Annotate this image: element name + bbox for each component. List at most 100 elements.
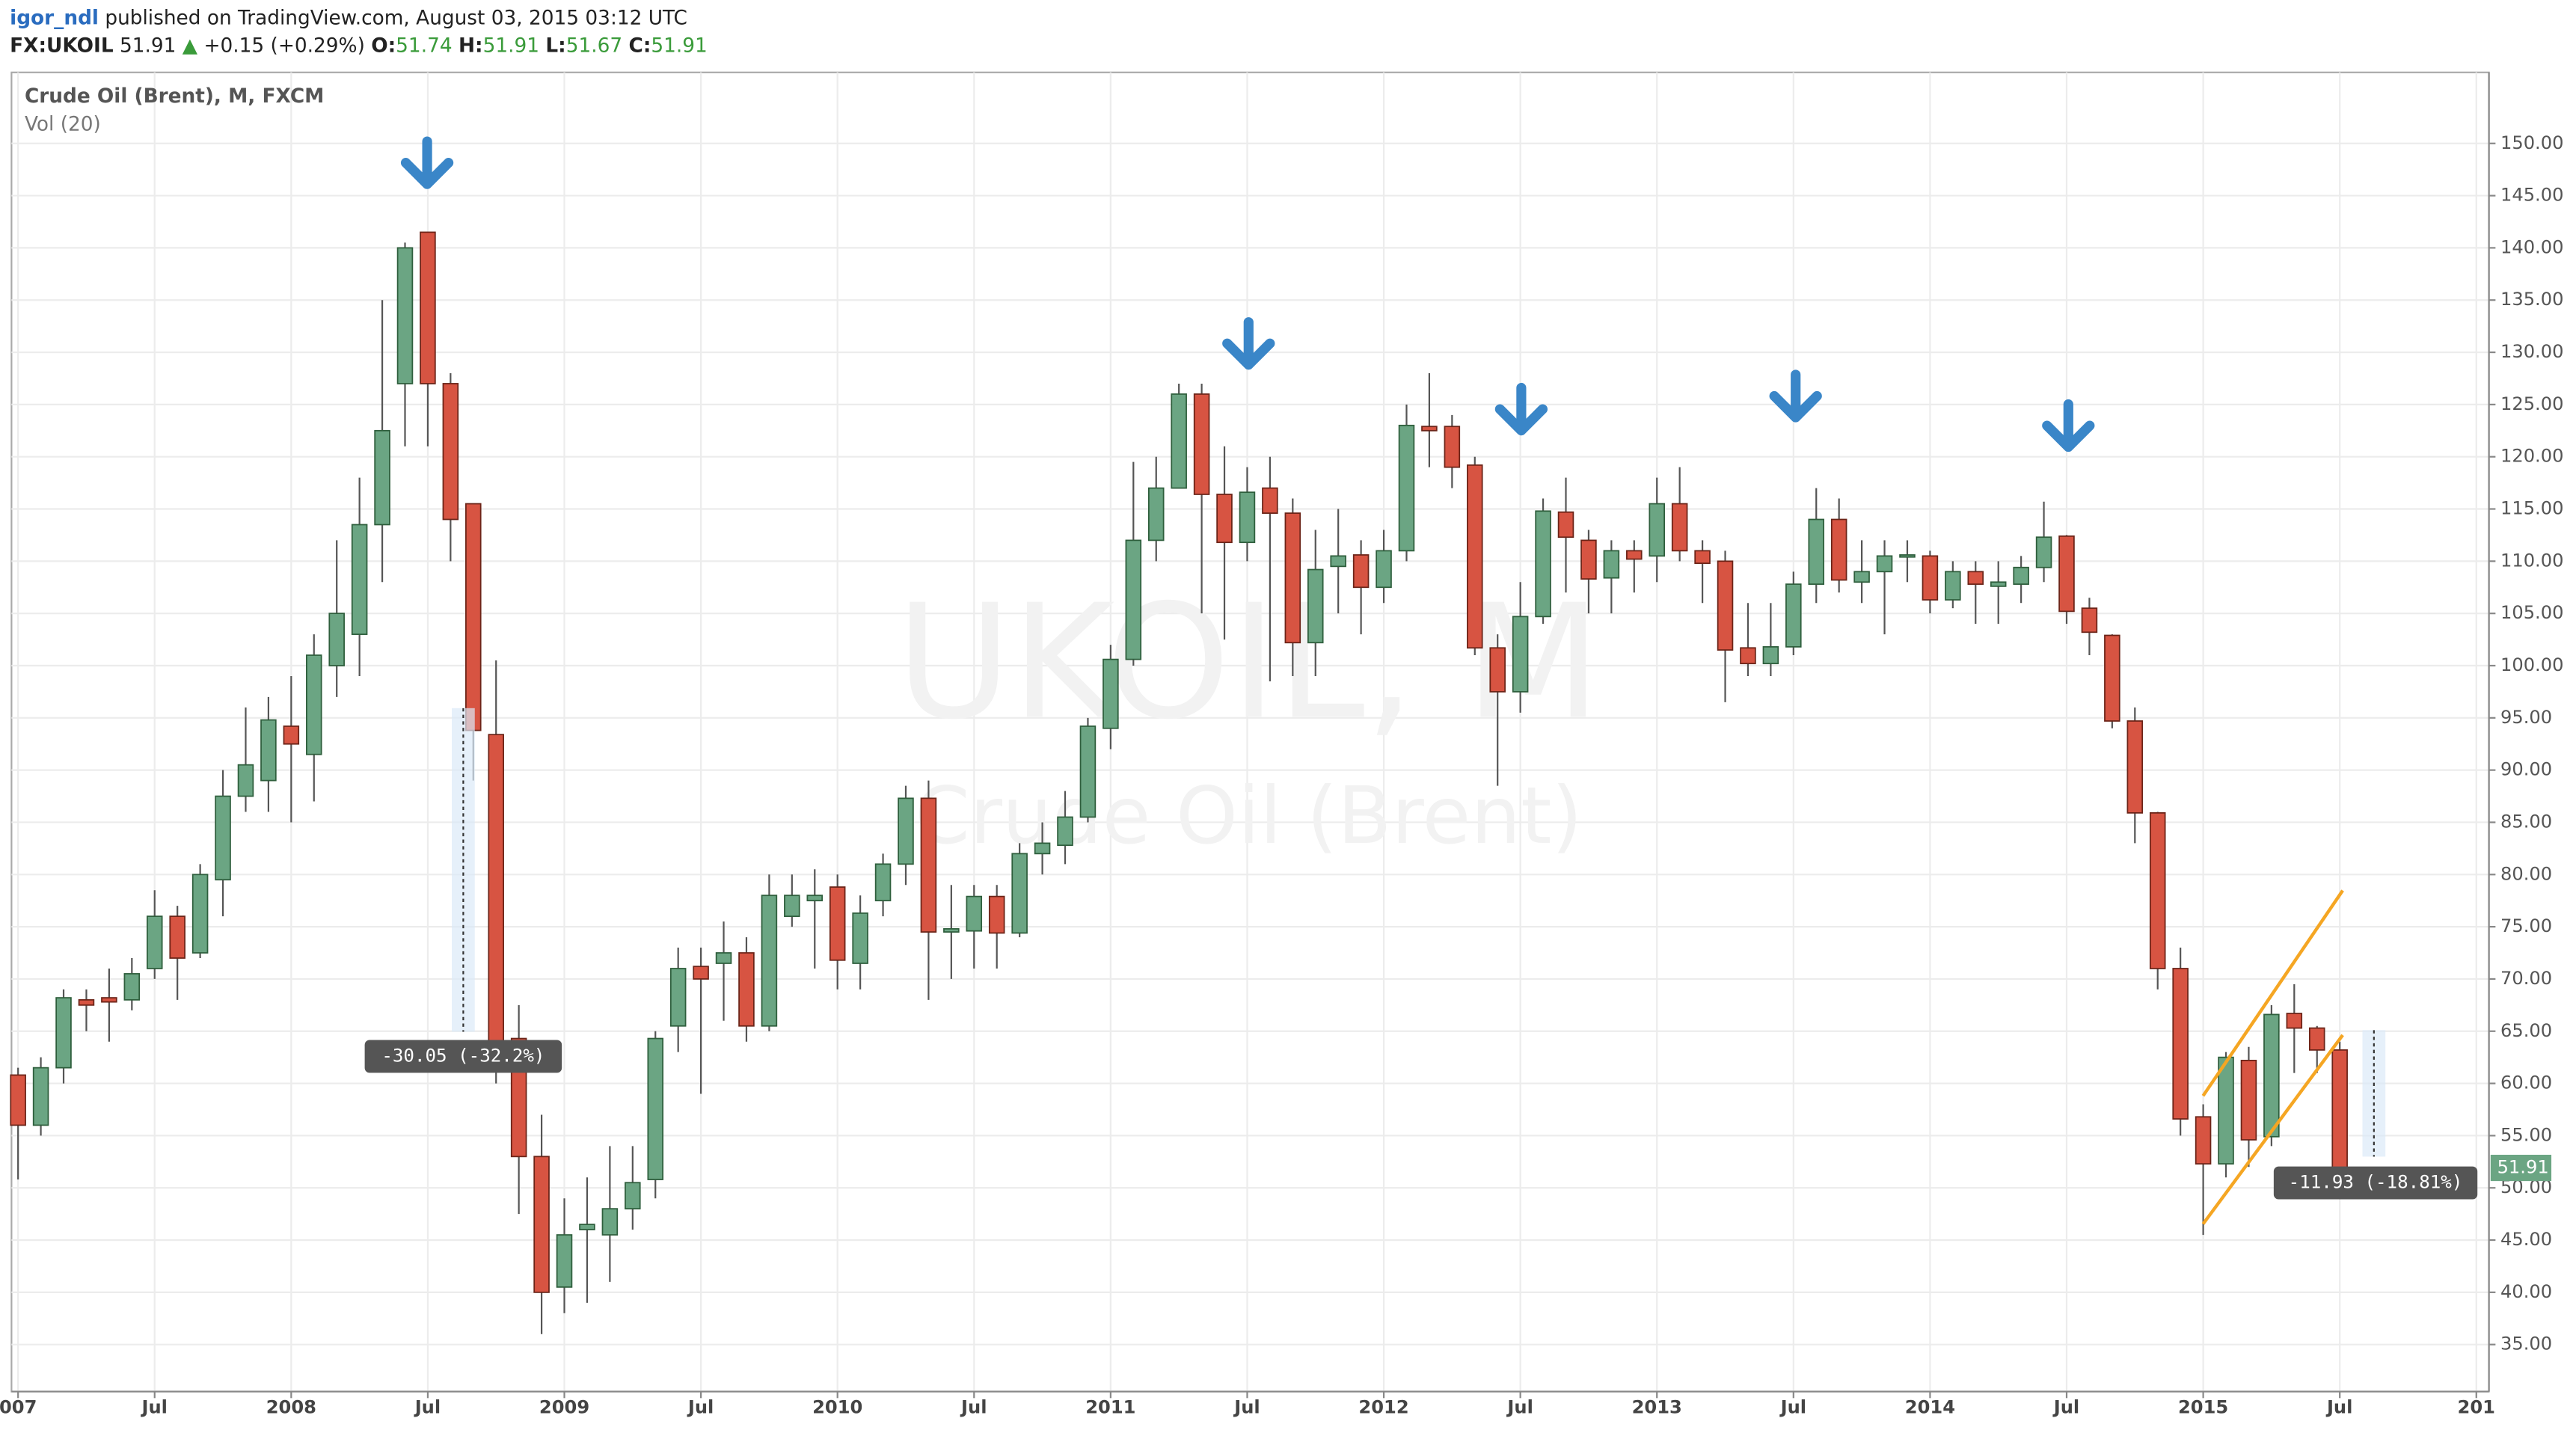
x-tick-label: Jul xyxy=(2052,1397,2079,1418)
candle-body xyxy=(1945,571,1961,601)
x-tick-label: 2012 xyxy=(1358,1397,1408,1418)
candle-body xyxy=(738,952,755,1027)
candle-body xyxy=(693,966,709,980)
candle-body xyxy=(601,1208,619,1236)
candle-body xyxy=(101,997,117,1003)
candle-body xyxy=(2081,607,2098,633)
candle-body xyxy=(2172,968,2189,1120)
candle-body xyxy=(2286,1013,2303,1029)
y-tick-label: 95.00 xyxy=(2500,707,2552,728)
last: 51.91 xyxy=(120,34,176,57)
candle-body xyxy=(215,795,231,881)
axes: 35.0040.0045.0050.0055.0060.0065.0070.00… xyxy=(0,132,2563,1418)
x-tick-label: 2011 xyxy=(1085,1397,1135,1418)
candle-body xyxy=(1034,842,1051,855)
candle-body xyxy=(1079,725,1097,818)
y-tick-label: 35.00 xyxy=(2500,1334,2552,1354)
candle-body xyxy=(829,886,846,961)
x-tick-label: Jul xyxy=(960,1397,987,1418)
candle-body xyxy=(1830,518,1847,581)
candle-body xyxy=(1694,550,1711,565)
candle-body xyxy=(715,952,732,964)
candle-body xyxy=(1876,555,1893,573)
l: 51.67 xyxy=(566,34,622,57)
x-tick-label: Jul xyxy=(1506,1397,1533,1418)
candle-body xyxy=(1580,539,1597,580)
candle-body xyxy=(1330,555,1346,568)
candle-body xyxy=(1352,554,1370,589)
measure-box xyxy=(2273,1166,2478,1200)
x-tick-label: Jul xyxy=(1779,1397,1806,1418)
candle-body xyxy=(2104,634,2120,722)
candle-body xyxy=(78,998,95,1006)
candle-body xyxy=(898,797,914,865)
candle-body xyxy=(1193,393,1210,495)
price-tag xyxy=(2490,1154,2552,1182)
candle-body xyxy=(488,734,504,1053)
y-tick-label: 115.00 xyxy=(2500,498,2564,519)
candle-body xyxy=(2331,1049,2348,1169)
candle-body xyxy=(1762,645,1779,665)
arrow xyxy=(1494,382,1548,436)
candle-body xyxy=(1125,539,1142,660)
measure-box xyxy=(364,1040,562,1073)
x-tick-label: 201 xyxy=(2458,1397,2495,1418)
candle-body xyxy=(943,928,960,933)
h-label: H: xyxy=(459,34,483,57)
candle-body xyxy=(396,247,414,384)
trend-line xyxy=(2201,1034,2344,1225)
x-tick-label: 2010 xyxy=(812,1397,862,1418)
candle-body xyxy=(1103,658,1119,729)
candle-body xyxy=(1785,583,1802,648)
y-tick-label: 105.00 xyxy=(2500,602,2564,623)
candle-body xyxy=(1967,571,1984,585)
candle-body xyxy=(123,973,141,1001)
candle-body xyxy=(1284,512,1301,644)
x-tick-label: 2014 xyxy=(1905,1397,1955,1418)
y-tick-label: 40.00 xyxy=(2500,1281,2552,1302)
price-tag-label: 51.91 xyxy=(2497,1157,2549,1178)
candle-body xyxy=(647,1037,664,1180)
candle-body xyxy=(533,1156,550,1293)
candle-body xyxy=(1671,503,1688,552)
y-tick-label: 60.00 xyxy=(2500,1073,2552,1093)
indicator: Vol (20) xyxy=(25,114,101,136)
candle-body xyxy=(806,895,824,902)
candle-body xyxy=(2195,1116,2212,1165)
candle-body xyxy=(1990,581,2007,587)
candles xyxy=(10,231,2371,1334)
candle-body xyxy=(237,764,254,797)
candle-body xyxy=(10,1074,26,1126)
x-tick-label: Jul xyxy=(414,1397,441,1418)
author[interactable]: igor_ndl xyxy=(10,7,99,29)
candle-body xyxy=(1512,616,1529,693)
symbol: FX:UKOIL xyxy=(10,34,114,57)
c-label: C: xyxy=(628,34,651,57)
candle-body xyxy=(874,863,892,902)
y-tick-label: 110.00 xyxy=(2500,550,2564,571)
y-tick-label: 45.00 xyxy=(2500,1229,2552,1250)
candle-body xyxy=(2263,1013,2280,1138)
candle-body xyxy=(2149,812,2166,969)
candle-body xyxy=(1535,510,1551,618)
watermark: UKOIL, M xyxy=(896,570,1601,754)
c: 51.91 xyxy=(651,34,707,57)
y-tick-label: 80.00 xyxy=(2500,863,2552,884)
candle-body xyxy=(1421,426,1438,432)
candle-body xyxy=(1376,550,1392,589)
arrow xyxy=(1222,317,1275,370)
candle-body xyxy=(2126,720,2144,814)
x-tick-label: Jul xyxy=(687,1397,714,1418)
change: +0.15 (+0.29%) xyxy=(203,34,364,57)
y-tick-label: 140.00 xyxy=(2500,236,2564,257)
candle-body xyxy=(2035,536,2052,568)
candle-body xyxy=(1216,494,1233,544)
quote-line: FX:UKOIL 51.91 ▲ +0.15 (+0.29%) O:51.74 … xyxy=(10,34,708,57)
candle-body xyxy=(761,895,778,1027)
legend: Crude Oil (Brent), M, FXCM xyxy=(25,85,324,108)
candle-body xyxy=(465,503,482,731)
candle-body xyxy=(442,383,459,521)
candle-body xyxy=(2308,1027,2325,1051)
up-arrow: ▲ xyxy=(183,34,198,57)
